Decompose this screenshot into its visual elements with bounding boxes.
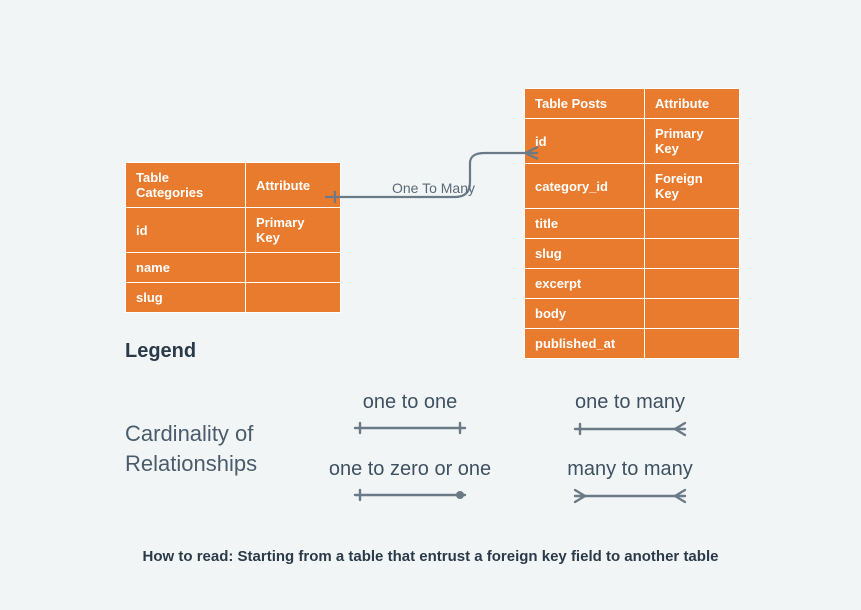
- relationship-label: One To Many: [392, 180, 475, 196]
- table-row: slug: [525, 239, 740, 269]
- entity-table-posts: Table Posts Attribute idPrimary Keycateg…: [524, 88, 740, 359]
- how-to-read: How to read: Starting from a table that …: [0, 548, 861, 565]
- legend-subtitle: Cardinality of Relationships: [125, 391, 305, 478]
- legend-one-to-zero-or-one-label: one to zero or one: [305, 458, 515, 481]
- legend-section: Legend Cardinality of Relationships one …: [125, 340, 765, 505]
- table-cell: Primary Key: [645, 119, 740, 164]
- table-row: idPrimary Key: [126, 208, 341, 253]
- table-row: name: [126, 253, 341, 283]
- table-cell: title: [525, 209, 645, 239]
- th-fieldname: Table Posts: [525, 89, 645, 119]
- table-cell: [246, 283, 341, 313]
- legend-one-to-zero-or-one: one to zero or one: [305, 458, 515, 505]
- legend-one-to-one: one to one: [305, 391, 515, 438]
- table-cell: id: [126, 208, 246, 253]
- legend-one-to-many: one to many: [525, 391, 735, 438]
- legend-subtitle-line1: Cardinality of: [125, 421, 253, 446]
- entity-table-categories: Table Categories Attribute idPrimary Key…: [125, 162, 341, 313]
- table-row: slug: [126, 283, 341, 313]
- table-cell: slug: [525, 239, 645, 269]
- table-cell: body: [525, 299, 645, 329]
- one-to-many-icon: [570, 420, 690, 438]
- table-cell: [645, 269, 740, 299]
- table-cell: [246, 253, 341, 283]
- legend-one-to-many-label: one to many: [525, 391, 735, 414]
- table-row: category_idForeign Key: [525, 164, 740, 209]
- table-cell: [645, 299, 740, 329]
- table-cell: excerpt: [525, 269, 645, 299]
- table-cell: id: [525, 119, 645, 164]
- legend-one-to-one-label: one to one: [305, 391, 515, 414]
- table-row: excerpt: [525, 269, 740, 299]
- table-cell: name: [126, 253, 246, 283]
- table-cell: Foreign Key: [645, 164, 740, 209]
- table-cell: [645, 239, 740, 269]
- table-cell: category_id: [525, 164, 645, 209]
- table-row: body: [525, 299, 740, 329]
- legend-title: Legend: [125, 340, 765, 363]
- th-fieldname: Table Categories: [126, 163, 246, 208]
- legend-many-to-many: many to many: [525, 458, 735, 505]
- table-row: title: [525, 209, 740, 239]
- table-cell: slug: [126, 283, 246, 313]
- legend-subtitle-line2: Relationships: [125, 451, 257, 476]
- th-attribute: Attribute: [645, 89, 740, 119]
- one-to-one-icon: [350, 420, 470, 436]
- legend-many-to-many-label: many to many: [525, 458, 735, 481]
- table-row: idPrimary Key: [525, 119, 740, 164]
- one-to-zero-or-one-icon: [350, 487, 470, 503]
- table-cell: [645, 209, 740, 239]
- many-to-many-icon: [570, 487, 690, 505]
